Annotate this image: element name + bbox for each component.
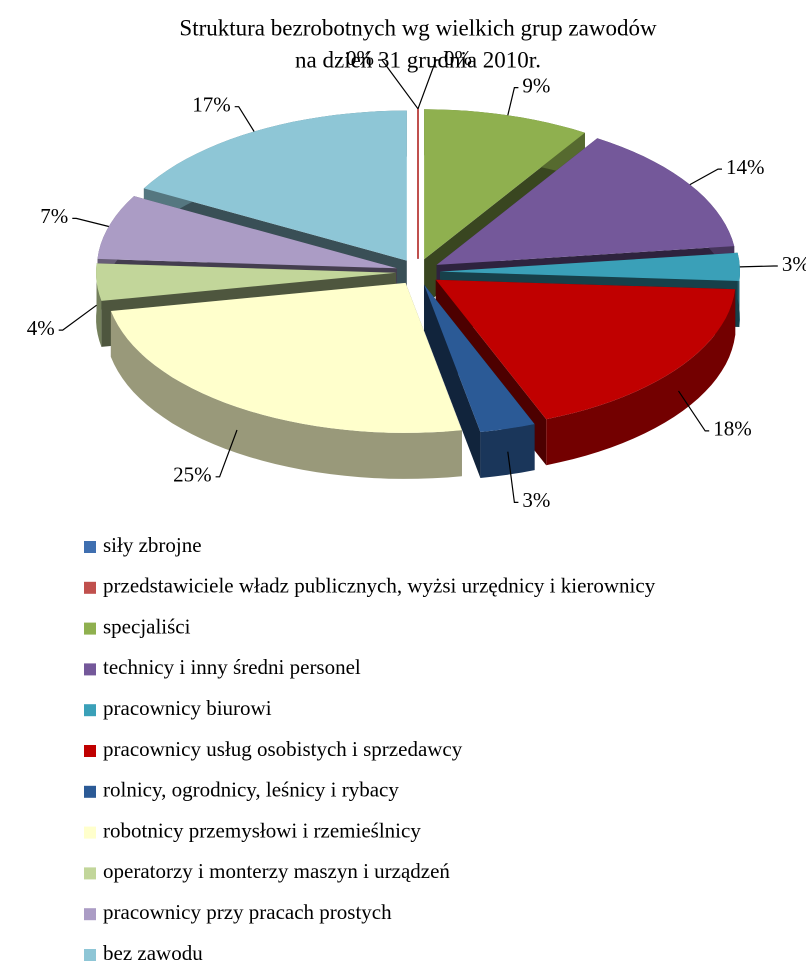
legend-label: pracownicy przy pracach prostych	[103, 900, 392, 924]
data-label: 3%	[782, 252, 806, 276]
slice	[424, 109, 585, 260]
legend-label: operatorzy i monterzy maszyn i urządzeń	[103, 859, 450, 883]
legend-swatch	[84, 867, 96, 880]
legend-label: siły zbrojne	[103, 533, 202, 557]
data-label: 14%	[726, 155, 765, 179]
chart-title: Struktura bezrobotnych wg wielkich grup …	[179, 15, 657, 40]
legend-label: pracownicy usług osobistych i sprzedawcy	[103, 737, 463, 761]
data-label: 17%	[192, 93, 231, 117]
legend-swatch	[84, 581, 96, 594]
slice	[435, 279, 736, 420]
legend-label: pracownicy biurowi	[103, 696, 272, 720]
leader-line	[417, 59, 440, 110]
legend-label: specjaliści	[103, 614, 191, 638]
leader-line	[378, 59, 419, 110]
slice-side	[110, 311, 462, 479]
legend-swatch	[84, 785, 96, 798]
data-label: 0%	[346, 46, 374, 70]
legend-swatch	[84, 908, 96, 921]
leader-line	[234, 106, 255, 132]
legend-label: robotnicy przemysłowi i rzemieślnicy	[103, 818, 421, 842]
chart-title: na dzień 31 grudnia 2010r.	[295, 47, 541, 72]
legend-label: rolnicy, ogrodnicy, leśnicy i rybacy	[103, 778, 399, 802]
slice	[436, 138, 735, 265]
legend-swatch	[84, 541, 96, 553]
data-label: 4%	[27, 316, 55, 340]
slice	[96, 263, 396, 301]
legend-swatch	[84, 826, 96, 839]
leader-line	[215, 429, 238, 478]
leader-line	[678, 390, 710, 432]
data-label: 3%	[522, 488, 550, 512]
slice-side	[96, 263, 102, 347]
data-label: 9%	[522, 73, 550, 97]
slice	[110, 282, 462, 433]
slice-wall	[424, 284, 481, 478]
legend-swatch	[84, 663, 96, 676]
slice	[440, 252, 740, 281]
legend-swatch	[84, 745, 96, 757]
data-label: 18%	[713, 417, 752, 441]
leader-line	[72, 217, 109, 228]
leader-line	[689, 168, 722, 186]
slice	[424, 284, 535, 432]
slice-side	[546, 289, 736, 466]
leader-line	[739, 265, 778, 268]
data-label: 0%	[444, 46, 472, 70]
leader-line	[507, 451, 519, 503]
slice-side	[480, 424, 535, 478]
slice	[143, 110, 407, 261]
data-label: 7%	[40, 204, 68, 228]
legend-swatch	[84, 949, 96, 961]
leader-line	[507, 86, 519, 116]
slice	[97, 196, 397, 269]
data-label: 25%	[173, 463, 212, 487]
legend-swatch	[84, 704, 96, 717]
legend-label: bez zawodu	[103, 941, 203, 965]
legend-label: przedstawiciele władz publicznych, wyżsi…	[103, 574, 656, 598]
legend-swatch	[84, 622, 96, 635]
leader-line	[58, 304, 97, 331]
legend-label: technicy i inny średni personel	[103, 655, 361, 679]
